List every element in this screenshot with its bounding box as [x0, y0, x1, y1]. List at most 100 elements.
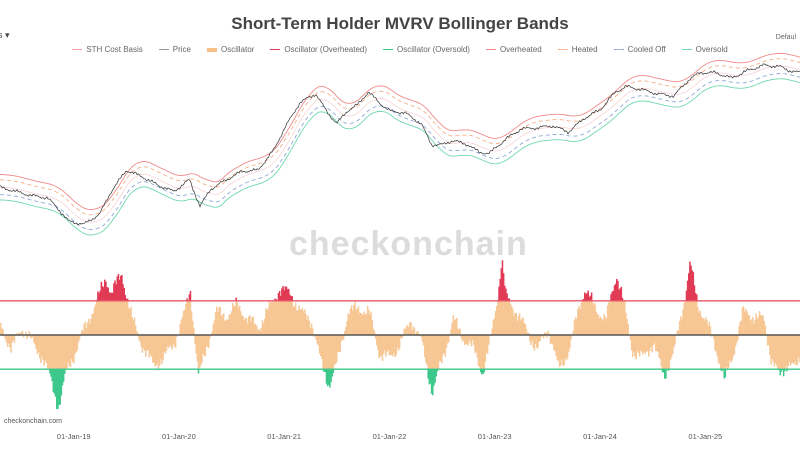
legend-item[interactable]: Oscillator (Oversold)	[383, 45, 470, 54]
oscillator-bar	[152, 335, 154, 363]
oscillator-bar	[709, 326, 712, 335]
oscillator-oversold-bar	[724, 369, 727, 378]
oscillator-bar	[158, 335, 161, 366]
oscillator-bar	[156, 335, 159, 364]
oscillator-overheated-bar	[693, 285, 696, 301]
oscillator-bar	[185, 303, 187, 335]
oscillator-bar	[484, 335, 487, 362]
oscillator-bar	[793, 335, 795, 365]
oscillator-bar	[542, 335, 545, 339]
oscillator-bar	[70, 335, 73, 359]
oscillator-bar	[636, 335, 639, 351]
oscillator-bar	[714, 335, 716, 351]
oscillator-bar	[529, 335, 531, 342]
oscillator-bar	[56, 335, 58, 370]
oscillator-overheated-bar	[619, 288, 621, 301]
oscillator-bar	[22, 335, 25, 338]
oscillator-bar	[209, 335, 211, 339]
oscillator-bar	[10, 335, 12, 353]
default-view-label[interactable]: Defaul	[775, 34, 796, 41]
oscillator-bar	[699, 310, 701, 335]
legend-swatch	[207, 47, 217, 52]
oscillator-overheated-bar	[97, 291, 99, 301]
oscillator-oversold-bar	[434, 369, 436, 383]
oscillator-bar	[60, 335, 63, 370]
legend-item[interactable]: Cooled Off	[613, 45, 666, 54]
oscillator-overheated-bar	[505, 288, 507, 301]
oscillator-bar	[132, 320, 135, 335]
oscillator-overheated-bar	[274, 298, 276, 301]
oscillator-bar	[721, 335, 723, 370]
oscillator-bar	[434, 335, 436, 370]
legend-item[interactable]: Oversold	[681, 45, 728, 54]
oscillator-bar	[605, 318, 608, 335]
oscillator-bar	[417, 331, 419, 335]
oscillator-bar	[122, 300, 124, 335]
oscillator-bar	[769, 335, 771, 356]
oscillator-bar	[656, 335, 658, 352]
legend-item[interactable]: Overheated	[485, 45, 542, 54]
legend-item[interactable]: Oscillator	[207, 45, 254, 54]
oscillator-bar	[784, 335, 786, 370]
oscillator-overheated-bar	[612, 290, 615, 301]
oscillator-bar	[236, 302, 239, 335]
oscillator-bar	[492, 320, 495, 335]
oscillator-bar	[613, 300, 616, 335]
oscillator-bar	[581, 300, 584, 335]
oscillator-overheated-bar	[692, 272, 695, 301]
oscillator-bar	[353, 305, 355, 335]
oscillator-bar	[523, 322, 525, 335]
oscillator-bar	[411, 330, 413, 335]
oscillator-bar	[588, 300, 591, 335]
oscillator-bar	[386, 335, 388, 353]
oscillator-bar	[566, 335, 569, 359]
oscillator-oversold-bar	[323, 369, 325, 373]
legend-item[interactable]: Heated	[557, 45, 598, 54]
oscillator-bar	[224, 320, 226, 335]
legend-item[interactable]: STH Cost Basis	[72, 45, 143, 54]
legend-item[interactable]: Oscillator (Overheated)	[270, 45, 367, 54]
oscillator-bar	[667, 335, 669, 370]
oscillator-bar	[513, 315, 515, 335]
oscillator-bar	[485, 335, 488, 353]
oscillator-bar	[326, 335, 329, 370]
oscillator-bar	[94, 304, 97, 335]
oscillator-bar	[212, 323, 215, 335]
oscillator-bar	[461, 335, 464, 342]
oscillator-bar	[420, 335, 423, 338]
oscillator-bar	[243, 320, 245, 335]
x-tick-label: 01-Jan-23	[478, 432, 512, 441]
oscillator-bar	[264, 318, 266, 335]
oscillator-bar	[0, 322, 2, 335]
oscillator-bar	[716, 335, 719, 357]
oscillator-bar	[206, 335, 209, 348]
oscillator-overheated-bar	[288, 288, 290, 301]
oscillator-bar	[44, 335, 47, 361]
oscillator-bar	[641, 335, 643, 352]
oscillator-bar	[96, 300, 98, 335]
oscillator-bar	[654, 335, 657, 351]
oscillator-bar	[180, 319, 183, 335]
oscillator-bar	[155, 335, 157, 366]
series-dropdown[interactable]: s ▾	[0, 30, 10, 40]
oscillator-bar	[506, 300, 508, 335]
oscillator-bar	[66, 335, 68, 369]
oscillator-bar	[330, 335, 332, 370]
oscillator-bar	[761, 315, 763, 335]
oscillator-bar	[718, 335, 721, 365]
legend-item[interactable]: Price	[158, 45, 191, 54]
oscillator-bar	[550, 335, 553, 344]
oscillator-bar	[745, 308, 747, 335]
oscillator-bar	[435, 335, 437, 370]
oscillator-bar	[172, 335, 175, 344]
oscillator-bar	[722, 335, 724, 370]
oscillator-bar	[426, 335, 428, 365]
oscillator-bar	[691, 300, 693, 335]
oscillator-oversold-bar	[331, 369, 333, 377]
oscillator-bar	[499, 300, 501, 335]
oscillator-bar	[440, 335, 442, 362]
oscillator-bar	[222, 313, 225, 335]
oscillator-bar	[597, 314, 600, 335]
oscillator-bar	[723, 335, 725, 370]
